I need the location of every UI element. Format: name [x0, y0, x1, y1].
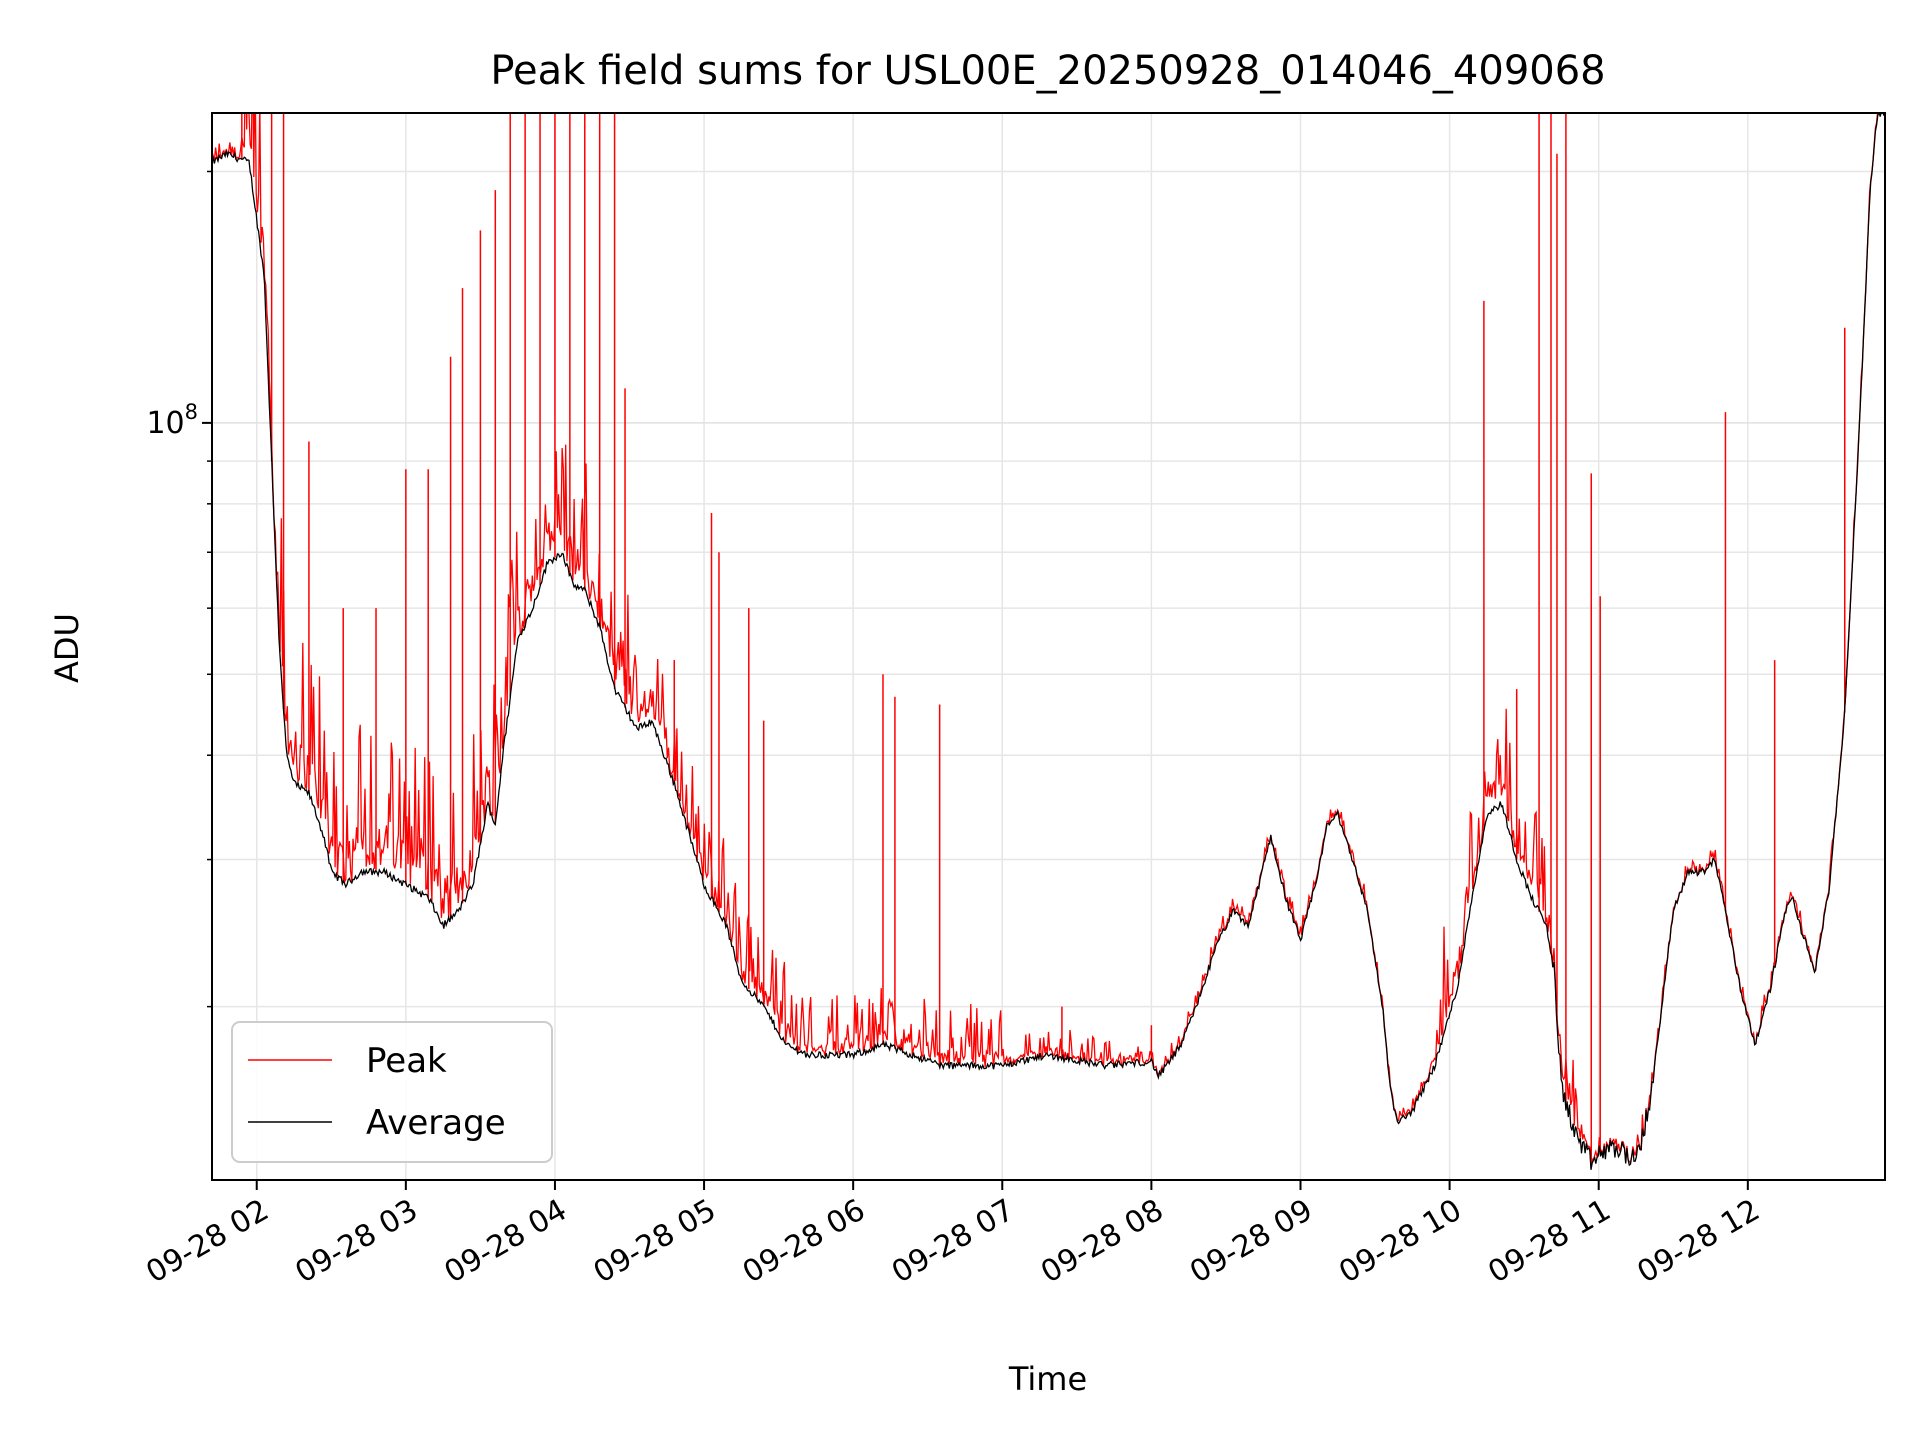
x-axis-label: Time [1008, 1360, 1087, 1398]
chart-title: Peak field sums for USL00E_20250928_0140… [490, 48, 1605, 94]
average-series-line [212, 113, 1885, 1170]
legend: Peak Average [231, 1021, 553, 1163]
legend-box [231, 1021, 553, 1163]
plot-frame [211, 112, 1886, 1181]
legend-label-average: Average [366, 1103, 506, 1143]
y-tick-label: 108 [146, 400, 198, 441]
legend-label-peak: Peak [366, 1041, 447, 1081]
y-axis: 108 [146, 170, 212, 1008]
y-axis-label: ADU [48, 613, 86, 683]
series-group [212, 113, 1885, 1170]
